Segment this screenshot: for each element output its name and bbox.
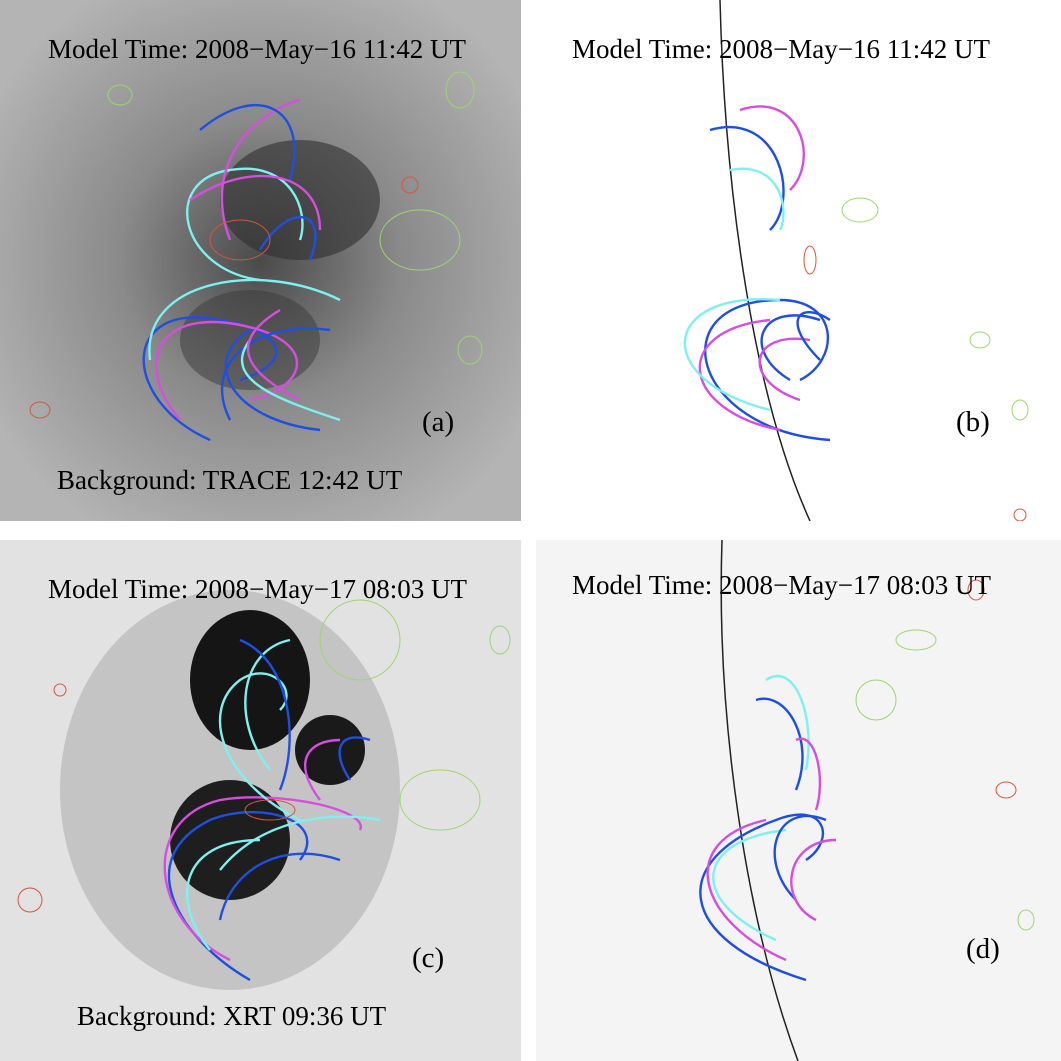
panel-a-image — [0, 0, 521, 521]
panel-a-label: (a) — [422, 406, 455, 438]
panel-c-title: Model Time: 2008−May−17 08:03 UT — [48, 574, 467, 604]
field-lines-a — [142, 98, 341, 442]
panel-b-label: (b) — [956, 406, 990, 438]
panel-d-image — [699, 540, 1035, 1061]
panel-d: Model Time: 2008−May−17 08:03 UT (d) — [536, 540, 1061, 1061]
panel-c-image — [17, 590, 511, 990]
panel-c-background-label: Background: XRT 09:36 UT — [77, 1001, 387, 1031]
panel-d-label: (d) — [966, 933, 1000, 965]
panel-b: Model Time: 2008−May−16 11:42 UT (b) — [540, 0, 1061, 521]
panel-a: Model Time: 2008−May−16 11:42 UT (a) Bac… — [0, 0, 521, 521]
panel-a-background-label: Background: TRACE 12:42 UT — [57, 465, 403, 495]
panel-c: Model Time: 2008−May−17 08:03 UT (c) Bac… — [0, 540, 521, 1061]
panel-b-title: Model Time: 2008−May−16 11:42 UT — [572, 34, 990, 64]
contours-a — [29, 71, 483, 419]
panel-a-title: Model Time: 2008−May−16 11:42 UT — [48, 34, 466, 64]
limb-line-b — [719, 0, 811, 521]
panel-b-image — [683, 0, 1029, 521]
limb-line-d — [720, 540, 799, 1061]
panel-c-label: (c) — [412, 942, 445, 974]
panel-d-title: Model Time: 2008−May−17 08:03 UT — [572, 570, 991, 600]
